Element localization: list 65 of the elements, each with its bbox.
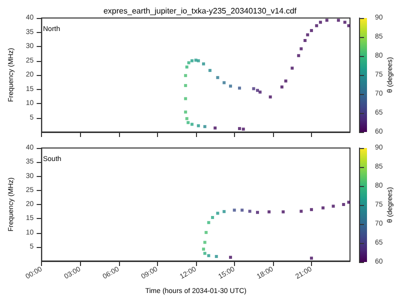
point bbox=[190, 122, 194, 126]
point bbox=[310, 29, 313, 32]
point bbox=[290, 66, 294, 70]
point bbox=[184, 110, 188, 114]
point bbox=[300, 210, 303, 213]
point bbox=[187, 61, 190, 64]
point bbox=[336, 18, 340, 22]
point bbox=[203, 240, 206, 244]
point bbox=[203, 252, 206, 255]
point bbox=[343, 20, 346, 24]
point bbox=[214, 254, 218, 258]
point bbox=[240, 208, 244, 212]
point bbox=[325, 18, 328, 22]
point bbox=[242, 128, 245, 131]
point bbox=[238, 86, 242, 90]
point bbox=[208, 68, 212, 72]
point bbox=[184, 84, 188, 88]
point bbox=[204, 230, 208, 234]
point bbox=[184, 97, 188, 100]
point bbox=[306, 33, 310, 36]
point bbox=[185, 66, 188, 69]
point bbox=[214, 126, 217, 130]
point bbox=[304, 39, 307, 42]
chart-title: expres_earth_jupiter_io_txka-y235_20340130_v14.cdf bbox=[103, 6, 298, 16]
point bbox=[211, 216, 214, 219]
point bbox=[186, 121, 190, 124]
point bbox=[284, 79, 288, 82]
point bbox=[297, 54, 300, 58]
point bbox=[207, 221, 210, 224]
point bbox=[190, 59, 194, 62]
point bbox=[222, 81, 226, 84]
point bbox=[322, 206, 325, 210]
point bbox=[310, 208, 313, 212]
point bbox=[222, 210, 226, 214]
point bbox=[310, 256, 313, 260]
point bbox=[347, 24, 350, 28]
point bbox=[300, 47, 303, 50]
point bbox=[332, 204, 335, 208]
point bbox=[216, 76, 220, 80]
point bbox=[229, 84, 232, 88]
point bbox=[185, 117, 188, 120]
point bbox=[248, 210, 252, 213]
point bbox=[202, 62, 206, 66]
point bbox=[238, 127, 242, 130]
point bbox=[207, 254, 210, 258]
point bbox=[282, 210, 285, 214]
point bbox=[258, 90, 262, 94]
point bbox=[196, 124, 200, 128]
point bbox=[315, 24, 318, 28]
point bbox=[268, 95, 272, 98]
point bbox=[318, 20, 322, 24]
point bbox=[216, 212, 220, 215]
point bbox=[256, 88, 260, 92]
point bbox=[268, 210, 271, 214]
point bbox=[229, 256, 232, 259]
point bbox=[184, 74, 188, 78]
point bbox=[347, 200, 350, 204]
point bbox=[256, 210, 260, 214]
point bbox=[203, 125, 206, 128]
point bbox=[252, 87, 256, 90]
point bbox=[196, 59, 200, 62]
point bbox=[342, 203, 346, 206]
point bbox=[280, 85, 284, 88]
point bbox=[232, 208, 236, 212]
point bbox=[202, 248, 206, 251]
